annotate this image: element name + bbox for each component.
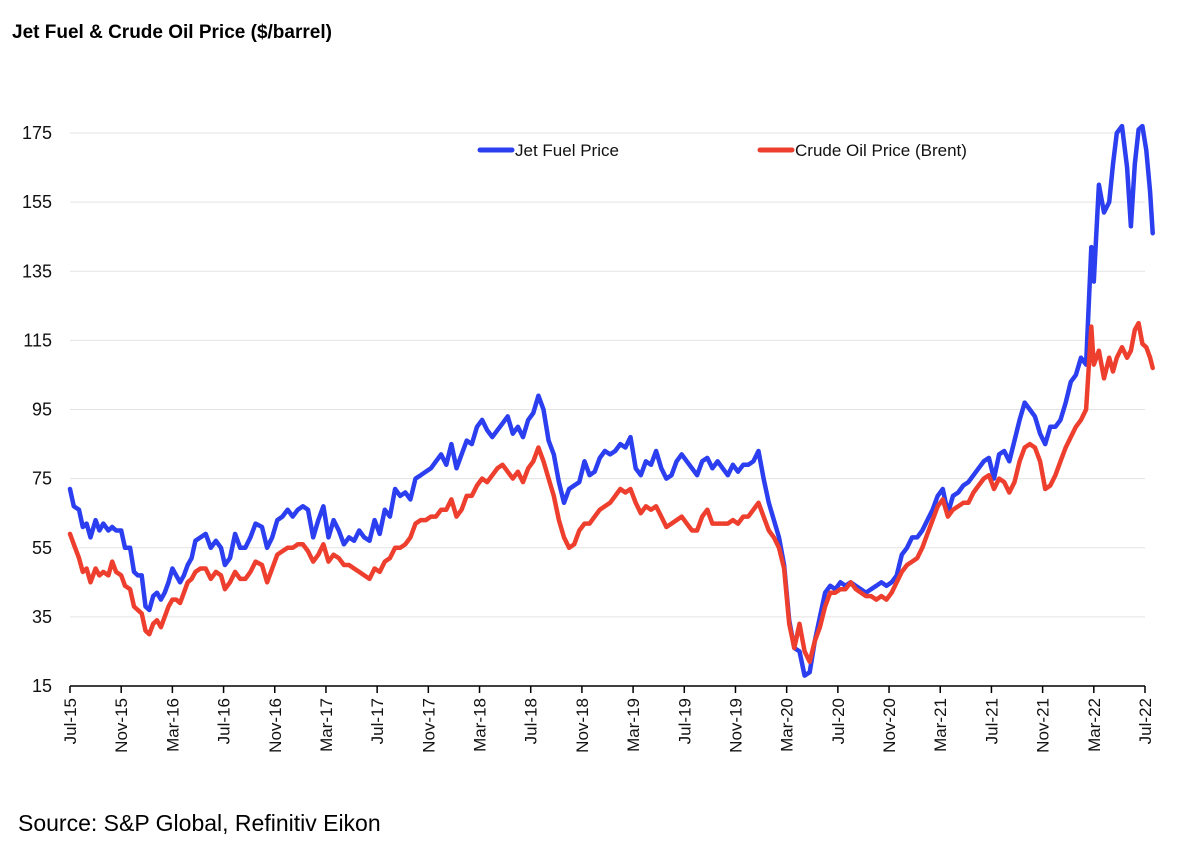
y-tick-label: 15 [32, 676, 52, 696]
x-tick-label: Mar-19 [624, 698, 643, 752]
x-tick-label: Jul-18 [522, 698, 541, 744]
x-tick-label: Nov-19 [726, 698, 745, 753]
x-tick-label: Mar-21 [931, 698, 950, 752]
y-tick-label: 155 [22, 192, 52, 212]
x-tick-label: Jul-22 [1136, 698, 1155, 744]
y-tick-label: 75 [32, 469, 52, 489]
x-tick-label: Jul-20 [829, 698, 848, 744]
x-tick-label: Nov-18 [573, 698, 592, 753]
x-tick-label: Nov-21 [1034, 698, 1053, 753]
x-tick-label: Nov-17 [419, 698, 438, 753]
legend-label: Jet Fuel Price [515, 141, 619, 160]
series-lines [67, 123, 1155, 678]
line-chart: 15 35 55 75 95 115 135 155 175 Jul-15 Nov-15 Mar-16… [22, 123, 1155, 753]
legend-label: Crude Oil Price (Brent) [795, 141, 967, 160]
x-tick-label: Jul-19 [675, 698, 694, 744]
x-tick-label: Nov-15 [112, 698, 131, 753]
y-tick-label: 175 [22, 123, 52, 143]
series-line-jet-fuel [67, 123, 1155, 678]
y-tick-label: 95 [32, 400, 52, 420]
x-tick-label: Jul-21 [982, 698, 1001, 744]
x-tick-label: Mar-16 [163, 698, 182, 752]
x-tick-label: Jul-15 [61, 698, 80, 744]
x-tick-label: Jul-17 [368, 698, 387, 744]
x-tick-label: Mar-20 [778, 698, 797, 752]
series-line-brent [67, 320, 1155, 665]
chart-title: Jet Fuel & Crude Oil Price ($/barrel) [12, 22, 332, 43]
x-tick-label: Mar-22 [1085, 698, 1104, 752]
x-tick-label: Mar-17 [317, 698, 336, 752]
x-tick-label: Mar-18 [471, 698, 490, 752]
axes: 15 35 55 75 95 115 135 155 175 Jul-15 Nov-15 Mar-16… [22, 123, 1155, 753]
y-tick-label: 55 [32, 538, 52, 558]
gridlines [70, 132, 1145, 618]
x-tick-label: Nov-20 [880, 698, 899, 753]
y-tick-label: 35 [32, 607, 52, 627]
x-tick-label: Jul-16 [215, 698, 234, 744]
y-tick-label: 115 [23, 330, 52, 350]
x-tick-label: Nov-16 [266, 698, 285, 753]
source-note: Source: S&P Global, Refinitiv Eikon [18, 810, 381, 836]
y-tick-label: 135 [22, 261, 52, 281]
legend: Jet Fuel Price Crude Oil Price (Brent) [477, 141, 967, 160]
